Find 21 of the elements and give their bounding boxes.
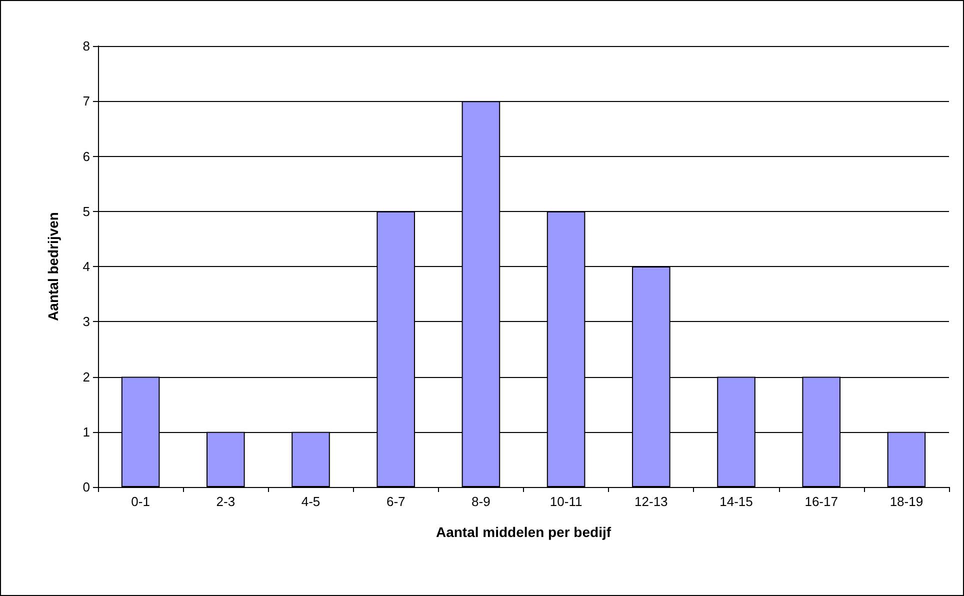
x-tick-label: 2-3: [216, 494, 236, 509]
x-tick-label: 0-1: [131, 494, 150, 509]
x-tick-label: 4-5: [301, 494, 320, 509]
x-tick-label: 8-9: [472, 494, 490, 509]
y-tick-label: 7: [82, 94, 90, 109]
x-tick-label: 6-7: [386, 494, 406, 509]
x-tick-label: 18-19: [890, 494, 924, 509]
y-tick-label: 8: [82, 38, 90, 54]
y-tick-label: 6: [82, 148, 90, 164]
y-tick-label: 1: [82, 424, 90, 440]
x-tick-label: 16-17: [804, 494, 838, 509]
x-tick-label: 12-13: [634, 494, 668, 509]
x-tick-label: 14-15: [720, 494, 753, 509]
x-axis-title: Aantal middelen per bedijf: [436, 524, 612, 540]
y-tick-label: 5: [82, 204, 90, 219]
y-tick-label: 4: [82, 259, 90, 274]
y-tick-label: 0: [82, 480, 90, 494]
x-tick-label: 10-11: [550, 494, 582, 509]
y-axis-title: Aantal bedrijven: [45, 212, 61, 321]
y-tick-label: 3: [82, 314, 90, 330]
y-tick-label: 2: [82, 369, 90, 384]
